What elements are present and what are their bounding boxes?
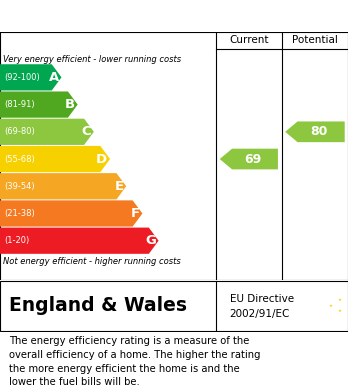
- Text: (39-54): (39-54): [4, 182, 35, 191]
- Text: E: E: [114, 180, 124, 193]
- Text: D: D: [96, 152, 107, 165]
- Text: Not energy efficient - higher running costs: Not energy efficient - higher running co…: [3, 256, 181, 265]
- Text: The energy efficiency rating is a measure of the
overall efficiency of a home. T: The energy efficiency rating is a measur…: [9, 336, 260, 387]
- Text: (69-80): (69-80): [4, 127, 35, 136]
- Polygon shape: [0, 64, 62, 90]
- Polygon shape: [0, 91, 78, 118]
- Text: (21-38): (21-38): [4, 209, 35, 218]
- Text: C: C: [81, 125, 91, 138]
- Text: EU Directive: EU Directive: [230, 294, 294, 304]
- Text: 80: 80: [311, 125, 328, 138]
- Text: Potential: Potential: [292, 36, 338, 45]
- Text: B: B: [65, 98, 75, 111]
- Text: ★: ★: [328, 303, 332, 308]
- Text: 2002/91/EC: 2002/91/EC: [230, 309, 290, 319]
- Text: ★: ★: [338, 298, 341, 303]
- Polygon shape: [0, 228, 159, 254]
- Text: Energy Efficiency Rating: Energy Efficiency Rating: [10, 9, 232, 24]
- Text: (81-91): (81-91): [4, 100, 35, 109]
- Polygon shape: [0, 146, 110, 172]
- Text: Current: Current: [229, 36, 269, 45]
- Polygon shape: [220, 149, 278, 169]
- Polygon shape: [0, 200, 142, 227]
- Text: Very energy efficient - lower running costs: Very energy efficient - lower running co…: [3, 55, 182, 64]
- Text: F: F: [130, 207, 140, 220]
- Polygon shape: [285, 122, 345, 142]
- Text: G: G: [145, 234, 156, 247]
- Polygon shape: [0, 173, 126, 199]
- Text: (55-68): (55-68): [4, 154, 35, 163]
- Text: A: A: [48, 71, 59, 84]
- Text: England & Wales: England & Wales: [9, 296, 187, 315]
- Text: (1-20): (1-20): [4, 236, 30, 245]
- Text: (92-100): (92-100): [4, 73, 40, 82]
- Text: ★: ★: [338, 308, 341, 313]
- Polygon shape: [0, 119, 94, 145]
- Text: 69: 69: [245, 152, 262, 165]
